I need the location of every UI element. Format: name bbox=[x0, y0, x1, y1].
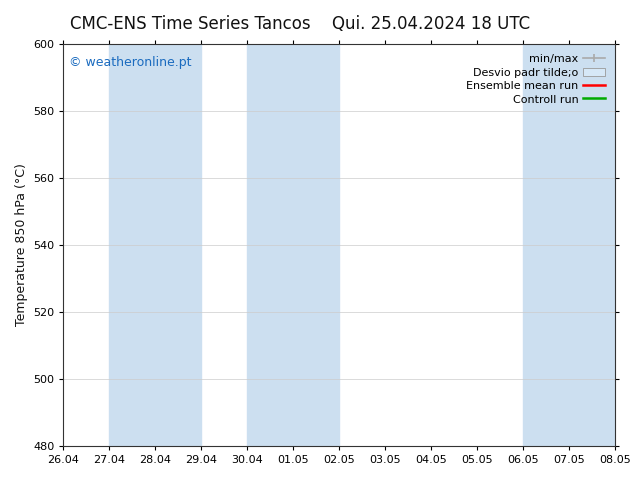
Bar bbox=[523, 44, 615, 446]
Bar bbox=[110, 44, 202, 446]
Y-axis label: Temperature 850 hPa (°C): Temperature 850 hPa (°C) bbox=[15, 164, 27, 326]
Legend: min/max, Desvio padr tilde;o, Ensemble mean run, Controll run: min/max, Desvio padr tilde;o, Ensemble m… bbox=[462, 49, 609, 109]
Text: © weatheronline.pt: © weatheronline.pt bbox=[69, 56, 191, 69]
Bar bbox=[247, 44, 339, 446]
Text: CMC-ENS Time Series Tancos: CMC-ENS Time Series Tancos bbox=[70, 15, 311, 33]
Text: Qui. 25.04.2024 18 UTC: Qui. 25.04.2024 18 UTC bbox=[332, 15, 530, 33]
